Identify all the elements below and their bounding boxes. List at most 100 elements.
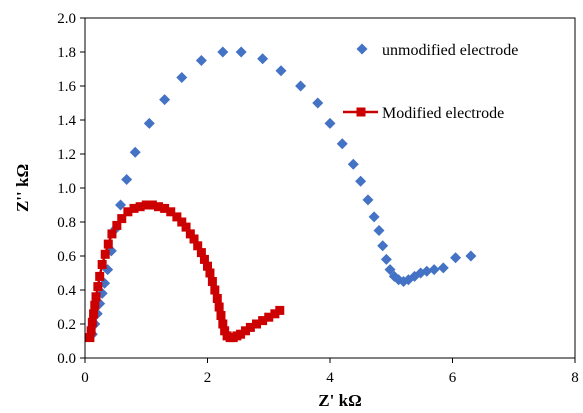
series-modified (85, 200, 285, 343)
data-point (123, 207, 133, 217)
data-point (89, 309, 99, 319)
data-point (86, 326, 96, 336)
data-point (154, 202, 163, 212)
data-point (355, 175, 367, 187)
data-point (384, 264, 396, 276)
y-tick-label: 1.6 (57, 79, 76, 95)
y-tick-label: 1.0 (57, 181, 76, 197)
data-point (275, 65, 287, 77)
series-unmodified (86, 46, 477, 340)
data-point (336, 138, 348, 150)
legend-marker-diamond (356, 43, 368, 55)
data-point (270, 309, 280, 319)
data-point (216, 311, 226, 320)
data-point (147, 200, 157, 210)
data-point (264, 312, 274, 322)
data-point (380, 253, 392, 265)
data-point (205, 268, 215, 278)
data-point (95, 271, 105, 281)
data-point (195, 55, 207, 66)
data-point (107, 229, 117, 239)
data-point (166, 207, 176, 217)
data-point (172, 212, 182, 222)
data-point (85, 333, 95, 343)
data-point (373, 225, 385, 236)
data-point (236, 329, 246, 339)
data-point (199, 254, 209, 264)
data-point (160, 203, 170, 213)
y-axis-label: Z'' kΩ (13, 164, 32, 212)
data-point (450, 252, 462, 264)
data-point (181, 222, 191, 232)
data-point (193, 241, 203, 251)
data-point (257, 53, 269, 65)
x-tick-label: 8 (571, 370, 579, 386)
data-point (93, 282, 103, 292)
data-point (203, 261, 212, 271)
data-point (141, 200, 151, 210)
y-tick-label: 0.0 (57, 351, 76, 367)
data-point (465, 250, 477, 262)
data-point (189, 234, 199, 244)
x-tick-label: 6 (449, 370, 457, 386)
data-point (240, 326, 250, 336)
data-point (275, 305, 285, 315)
axes: 0.0 0.2 0.4 0.6 0.8 1.0 1.2 1.4 1.6 1.8 2.0 0 2 4 6 8 (57, 11, 579, 386)
plot-marks (85, 46, 477, 343)
y-tick-label: 0.4 (57, 283, 76, 299)
data-point (437, 262, 449, 274)
data-point (295, 80, 307, 92)
data-point (258, 316, 268, 326)
data-point (115, 199, 127, 211)
x-axis-label: Z' kΩ (318, 391, 361, 410)
legend-item-unmodified: unmodified electrode (356, 42, 518, 59)
data-point (121, 174, 133, 185)
data-point (252, 319, 261, 329)
data-point (143, 117, 155, 129)
data-point (159, 94, 171, 106)
data-point (312, 97, 324, 109)
y-tick-label: 1.2 (57, 147, 76, 163)
data-point (196, 248, 206, 258)
y-tick-label: 2.0 (57, 11, 76, 27)
legend-label-modified: Modified electrode (382, 105, 504, 122)
data-point (176, 72, 188, 83)
data-point (185, 229, 195, 239)
y-tick-label: 1.8 (57, 45, 76, 61)
data-point (100, 249, 110, 259)
data-point (103, 239, 113, 249)
data-point (245, 322, 255, 332)
data-point (217, 46, 229, 58)
data-point (220, 326, 230, 336)
data-point (112, 220, 122, 230)
data-point (97, 260, 107, 269)
data-point (91, 292, 101, 302)
data-point (218, 319, 228, 329)
data-point (377, 240, 389, 252)
data-point (362, 194, 374, 206)
legend: unmodified electrode Modified electrode (343, 42, 518, 122)
y-tick-label: 0.2 (57, 317, 76, 333)
data-point (324, 117, 336, 129)
y-tick-label: 0.6 (57, 249, 76, 265)
data-point (347, 158, 359, 170)
data-point (129, 203, 139, 213)
data-point (368, 211, 380, 223)
y-tick-label: 0.8 (57, 215, 76, 231)
data-point (90, 300, 100, 310)
data-point (207, 277, 217, 286)
data-point (210, 285, 220, 295)
y-tick-label: 1.4 (57, 113, 76, 129)
legend-item-modified: Modified electrode (343, 105, 504, 122)
x-tick-label: 0 (81, 370, 89, 386)
data-point (87, 317, 97, 327)
data-point (212, 294, 222, 303)
data-point (421, 265, 433, 277)
data-point (117, 214, 127, 224)
data-point (235, 46, 247, 58)
data-point (129, 146, 141, 158)
data-point (214, 302, 224, 312)
legend-label-unmodified: unmodified electrode (382, 42, 518, 59)
x-tick-label: 4 (326, 370, 334, 386)
